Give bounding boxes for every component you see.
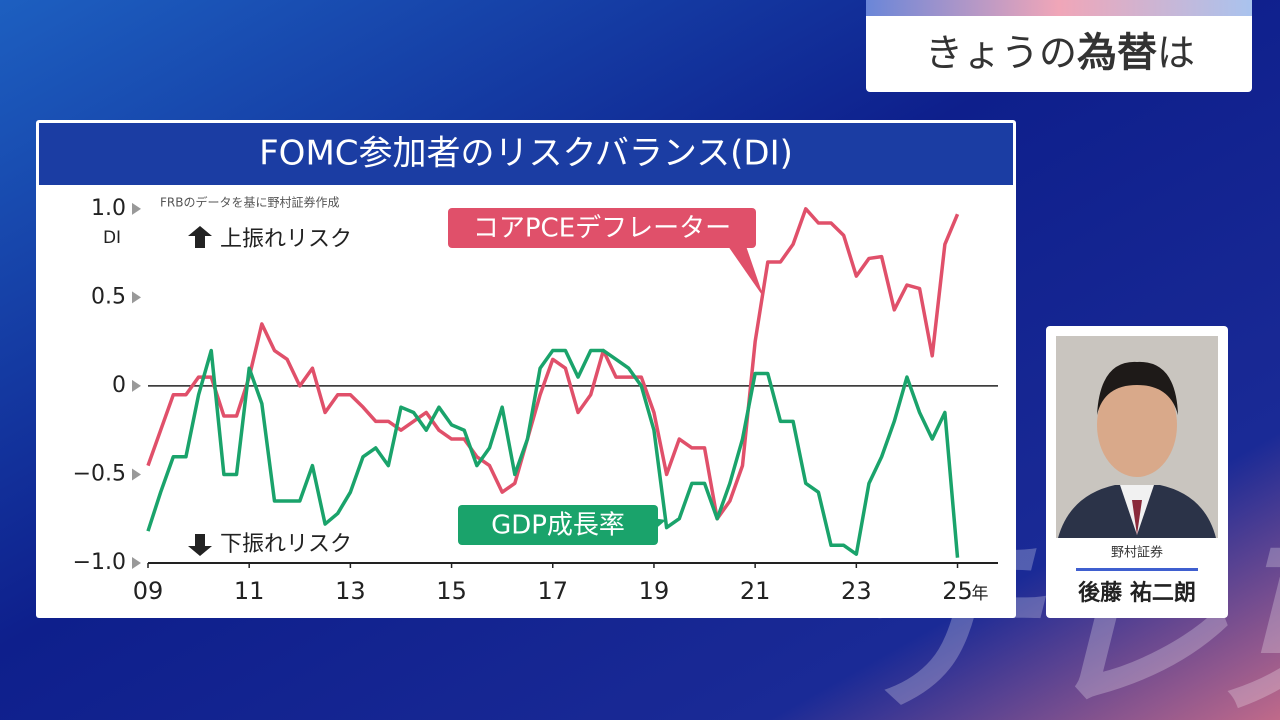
legend-box: [448, 208, 756, 248]
y-tick-mark: [132, 468, 141, 481]
y-tick-mark: [132, 291, 141, 304]
y-tick-label: 1.0: [91, 196, 126, 221]
up-arrow: [188, 226, 212, 248]
down-arrow: [188, 534, 212, 556]
legend-label: コアPCEデフレーター: [473, 214, 731, 244]
y-tick-label: −1.0: [73, 550, 126, 575]
header-text: きょうの為替は: [925, 30, 1195, 76]
x-tick-label: 25: [942, 577, 973, 605]
upper-note: 上振れリスク: [220, 227, 352, 252]
y-tick-label: −0.5: [73, 461, 126, 486]
header-panel: [866, 0, 1252, 92]
x-tick-label: 11: [234, 577, 265, 605]
source-note: FRBのデータを基に野村証券作成: [160, 195, 339, 210]
y-tick-label: 0: [112, 373, 126, 398]
guest-name: 後藤 祐二朗: [1078, 580, 1196, 606]
chart-title: FOMC参加者のリスクバランス(DI): [259, 134, 793, 174]
guest-card: 野村証券 後藤 祐二朗: [1046, 326, 1228, 618]
photo-tie: [1132, 500, 1142, 535]
header-suffix: は: [1157, 31, 1195, 75]
y-tick-label: 0.5: [91, 284, 126, 309]
header-box: きょうの為替は: [866, 0, 1252, 92]
guest-company: 野村証券: [1111, 545, 1163, 561]
chart: FOMC参加者のリスクバランス(DI) FRBのデータを基に野村証券作成 DI …: [36, 120, 1016, 618]
x-tick-label: 23: [841, 577, 872, 605]
x-tick-label: 13: [335, 577, 366, 605]
y-tick-mark: [132, 202, 141, 215]
header-stripe: [866, 0, 1252, 16]
y-unit: DI: [103, 228, 121, 248]
legend-pointer: [728, 246, 764, 298]
y-tick-mark: [132, 557, 141, 569]
x-tick-label: 09: [133, 577, 164, 605]
header-highlight: 為替: [1077, 30, 1157, 76]
chart-title-bar: [39, 123, 1013, 185]
x-tick-label: 21: [740, 577, 771, 605]
photo-hair: [1097, 361, 1178, 415]
photo-face: [1097, 373, 1177, 477]
legend-box: [458, 505, 658, 545]
data-line: [146, 348, 960, 558]
chart-panel: [36, 120, 1016, 618]
x-tick-label: 17: [537, 577, 568, 605]
x-tick-label: 19: [639, 577, 670, 605]
lower-note: 下振れリスク: [220, 532, 352, 557]
x-tick-label: 15: [436, 577, 467, 605]
data-line: [146, 207, 960, 521]
x-unit: 年: [972, 584, 989, 604]
guest-divider: [1076, 568, 1198, 571]
y-tick-mark: [132, 379, 141, 392]
legend-label: GDP成長率: [491, 511, 625, 541]
header-prefix: きょうの: [925, 31, 1077, 75]
